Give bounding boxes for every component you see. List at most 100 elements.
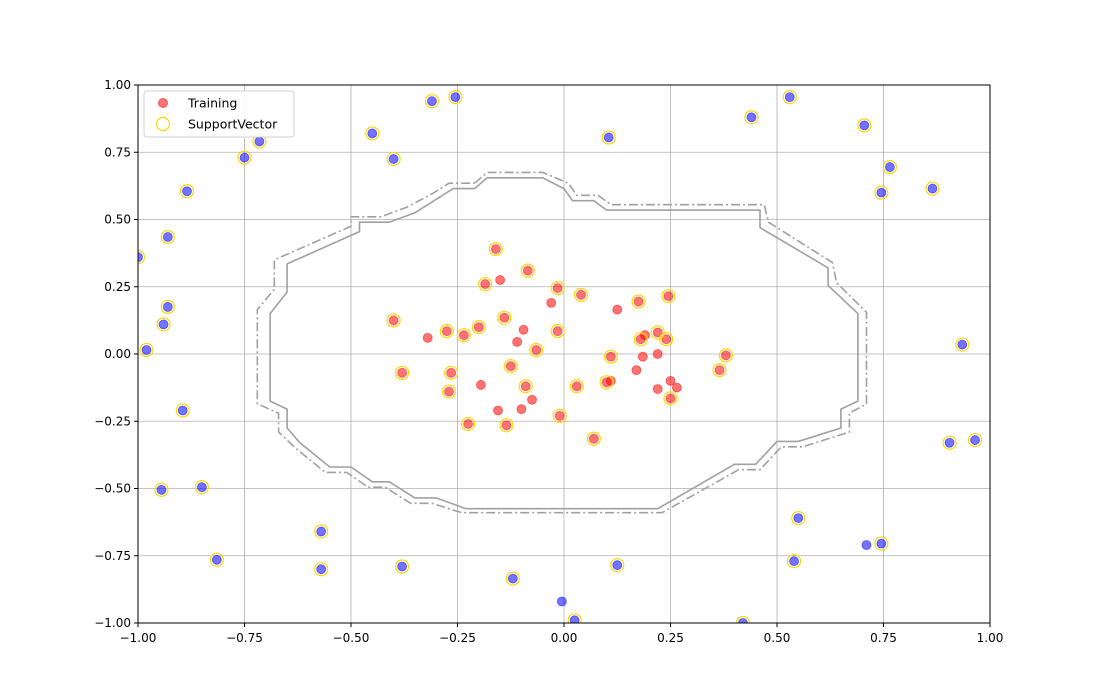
outer-class-point bbox=[957, 339, 968, 350]
support-vector-marker bbox=[448, 90, 463, 105]
inner-class-point bbox=[473, 322, 484, 333]
decision-contours bbox=[256, 171, 868, 514]
inner-class-point bbox=[552, 283, 563, 293]
x-tick-label: 0.50 bbox=[764, 631, 791, 645]
support-vector-marker bbox=[603, 349, 618, 364]
inner-class-point bbox=[571, 381, 582, 392]
y-tick-label: −0.75 bbox=[94, 549, 131, 563]
inner-class-point bbox=[631, 365, 642, 376]
support-vector-marker bbox=[441, 384, 457, 399]
inner-class-point bbox=[493, 405, 503, 416]
support-vector-marker bbox=[874, 185, 889, 200]
outer-class-point bbox=[254, 136, 265, 147]
inner-class-point bbox=[518, 324, 529, 335]
support-vector-marker bbox=[471, 320, 486, 335]
support-vector-marker bbox=[601, 130, 616, 145]
support-vector-marker bbox=[567, 613, 582, 623]
support-vector-marker bbox=[659, 332, 674, 347]
support-vector-marker bbox=[237, 150, 252, 165]
support-vector-marker bbox=[882, 159, 897, 175]
support-vector-marker bbox=[386, 151, 401, 167]
y-tick-label: −0.50 bbox=[94, 482, 131, 496]
x-tick-label: 1.00 bbox=[977, 631, 1004, 645]
legend-marker-training bbox=[158, 98, 168, 108]
support-vector-marker bbox=[395, 559, 410, 574]
support-vector-marker bbox=[175, 403, 190, 418]
outer-class-point bbox=[569, 615, 580, 623]
y-tick-label: −1.00 bbox=[94, 616, 131, 630]
support-vector-marker bbox=[139, 342, 154, 358]
inner-class-point bbox=[397, 367, 408, 378]
x-tick-label: −0.50 bbox=[333, 631, 370, 645]
support-vector-marker bbox=[518, 379, 533, 394]
outer-class-point bbox=[182, 186, 192, 197]
y-tick-label: 0.75 bbox=[104, 145, 131, 159]
decision-contour-solid bbox=[269, 177, 859, 510]
inner-class-point bbox=[637, 351, 648, 362]
support-vector-marker bbox=[857, 118, 872, 133]
inner-class-point bbox=[505, 361, 516, 372]
outer-class-point bbox=[784, 92, 795, 103]
y-tick-label: 1.00 bbox=[104, 78, 131, 92]
x-tick-label: −1.00 bbox=[120, 631, 157, 645]
inner-class-point bbox=[635, 334, 646, 345]
outer-class-point bbox=[316, 526, 327, 537]
outer-class-point bbox=[450, 92, 461, 103]
outer-class-point bbox=[427, 96, 437, 107]
support-vector-marker bbox=[633, 332, 648, 347]
legend: Training SupportVector bbox=[143, 90, 295, 138]
support-vector-marker bbox=[925, 181, 940, 196]
legend-marker-support-vector bbox=[155, 116, 171, 132]
support-vector-marker bbox=[444, 365, 459, 380]
x-tick-label: 0.25 bbox=[657, 631, 684, 645]
y-tick-label: 0.50 bbox=[104, 213, 131, 227]
support-vector-marker bbox=[520, 263, 535, 278]
x-tick-label: 0.00 bbox=[551, 631, 578, 645]
inner-class-point bbox=[495, 275, 506, 285]
support-vector-marker bbox=[365, 126, 380, 141]
outer-class-point bbox=[859, 120, 870, 131]
inner-class-point bbox=[476, 380, 486, 390]
outer-class-point bbox=[556, 596, 567, 607]
support-vector-marker bbox=[967, 432, 983, 448]
support-vector-marker bbox=[194, 480, 209, 495]
inner-class-point bbox=[652, 349, 663, 359]
outer-class-point bbox=[211, 554, 222, 565]
inner-class-point bbox=[652, 384, 663, 394]
legend-label: SupportVector bbox=[188, 117, 278, 132]
support-vector-marker bbox=[179, 184, 195, 199]
legend-box bbox=[143, 90, 295, 138]
inner-class-point bbox=[665, 375, 676, 386]
outer-class-point bbox=[162, 302, 173, 312]
support-vector-marker bbox=[499, 418, 514, 433]
support-vector-markers bbox=[138, 90, 983, 623]
support-vector-marker bbox=[497, 310, 512, 325]
support-vector-marker bbox=[138, 250, 146, 265]
support-vector-marker bbox=[456, 328, 471, 343]
support-vector-marker bbox=[209, 552, 224, 567]
inner-class-point bbox=[665, 393, 676, 404]
inner-class-point bbox=[516, 404, 527, 415]
inner-class-point bbox=[490, 244, 501, 254]
inner-class-point bbox=[527, 394, 537, 405]
support-vector-marker bbox=[550, 324, 565, 339]
inner-class-point bbox=[601, 377, 612, 388]
support-vector-marker bbox=[663, 391, 678, 406]
support-vector-marker bbox=[661, 289, 676, 304]
inner-class-point bbox=[501, 420, 512, 431]
margin-contour-dashdot bbox=[256, 171, 868, 514]
inner-class-point bbox=[463, 419, 474, 429]
outer-class-point bbox=[162, 232, 173, 242]
inner-class-point bbox=[520, 381, 531, 392]
outer-class-point bbox=[944, 437, 955, 448]
outer-class-point bbox=[884, 162, 895, 172]
support-vector-marker bbox=[505, 571, 520, 586]
inner-class-point bbox=[512, 336, 523, 347]
support-vector-marker bbox=[573, 287, 589, 302]
x-tick-label: −0.25 bbox=[439, 631, 476, 645]
inner-class-point bbox=[444, 386, 454, 397]
support-vector-marker bbox=[424, 94, 440, 109]
support-vector-marker bbox=[599, 375, 614, 390]
support-vector-marker bbox=[552, 408, 567, 423]
